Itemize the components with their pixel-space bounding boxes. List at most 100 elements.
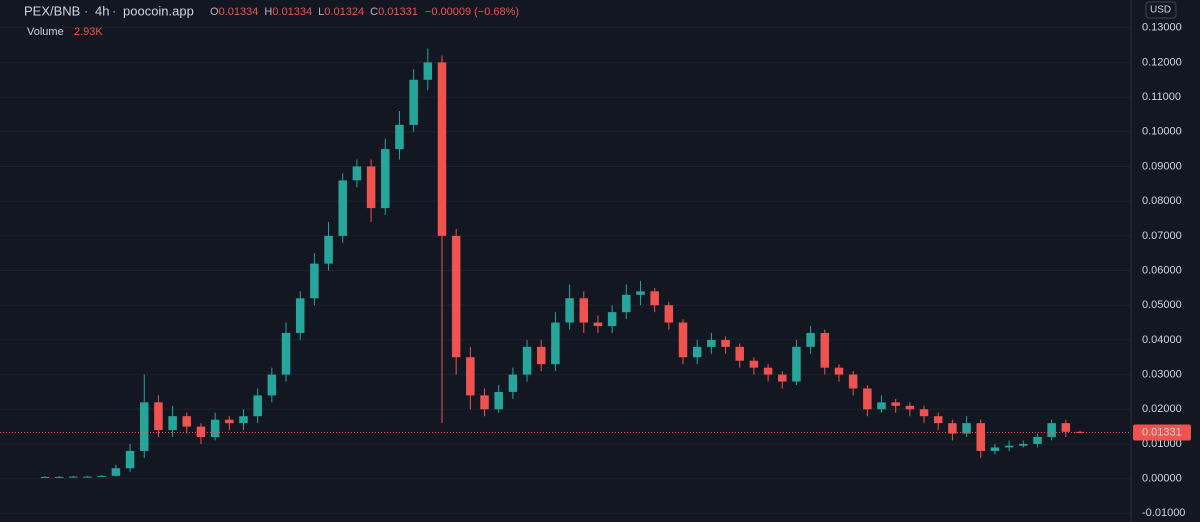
y-tick-label: 0.00000 bbox=[1142, 473, 1182, 485]
ohlc-label: L bbox=[318, 6, 324, 18]
candle-body bbox=[820, 332, 830, 368]
volume-label: Volume bbox=[27, 26, 64, 38]
candle-body bbox=[848, 374, 858, 389]
y-tick-label: 0.12000 bbox=[1142, 56, 1182, 68]
candle-body bbox=[409, 79, 418, 125]
candle-body bbox=[210, 419, 220, 438]
candle-body bbox=[607, 312, 617, 327]
candle-body bbox=[565, 298, 574, 323]
interval: 4h bbox=[95, 3, 109, 18]
candle-body bbox=[1019, 443, 1028, 446]
candle-body bbox=[749, 360, 759, 368]
currency[interactable]: USD bbox=[1150, 5, 1171, 16]
candle-body bbox=[933, 416, 943, 424]
candle-body bbox=[69, 476, 78, 478]
candle-body bbox=[522, 346, 532, 375]
candle-body bbox=[451, 235, 461, 358]
candle-body bbox=[636, 291, 645, 295]
candle-body bbox=[948, 423, 957, 434]
candle-body bbox=[338, 180, 347, 236]
candle-body bbox=[83, 476, 92, 478]
candle-body bbox=[281, 332, 291, 375]
candle-body bbox=[919, 409, 929, 417]
ohlc-label: H bbox=[264, 6, 272, 18]
candle-body bbox=[54, 476, 64, 478]
y-tick-label: 0.03000 bbox=[1142, 368, 1182, 380]
ohlc-label: C bbox=[370, 6, 378, 18]
candle-body bbox=[763, 367, 773, 375]
candle-body bbox=[168, 416, 177, 431]
y-tick-label: 0.09000 bbox=[1142, 160, 1182, 172]
candle-body bbox=[466, 357, 475, 396]
source: poocoin.app bbox=[123, 3, 194, 18]
candle-body bbox=[111, 468, 121, 476]
ohlc-label: O bbox=[210, 6, 219, 18]
candle-body bbox=[352, 166, 362, 181]
y-tick-label: 0.08000 bbox=[1142, 195, 1182, 207]
candle-body bbox=[253, 395, 262, 417]
candle-body bbox=[834, 367, 844, 375]
candle-body bbox=[579, 298, 589, 323]
candle-body bbox=[877, 402, 886, 410]
candle-body bbox=[792, 346, 801, 382]
candle-body bbox=[650, 291, 659, 306]
candle-body bbox=[778, 374, 787, 382]
ohlc-value: 0.01334 bbox=[272, 6, 312, 18]
y-tick-label: 0.04000 bbox=[1142, 334, 1182, 346]
candle-body bbox=[735, 346, 744, 361]
candle-body bbox=[990, 447, 1000, 451]
y-tick-label: 0.11000 bbox=[1142, 91, 1181, 103]
candle-body bbox=[508, 374, 518, 392]
candle-body bbox=[593, 322, 603, 327]
candle-body bbox=[239, 416, 248, 424]
y-tick-label: 0.02000 bbox=[1142, 403, 1182, 415]
candles bbox=[40, 48, 1085, 478]
candle-body bbox=[267, 374, 277, 396]
y-tick-label: 0.05000 bbox=[1142, 299, 1182, 311]
candle-body bbox=[182, 416, 192, 427]
sep: · bbox=[84, 3, 88, 18]
last-price-box bbox=[1133, 424, 1191, 441]
candle-body bbox=[664, 305, 674, 323]
ohlc-value: 0.01334 bbox=[219, 6, 259, 18]
change: −0.00009 (−0.68%) bbox=[425, 6, 519, 18]
y-tick-label: 0.06000 bbox=[1142, 264, 1182, 276]
candle-body bbox=[891, 402, 900, 406]
candle-body bbox=[154, 402, 163, 431]
candle-body bbox=[494, 391, 503, 410]
candle-body bbox=[1047, 423, 1056, 438]
candle-body bbox=[366, 166, 376, 209]
candle-body bbox=[551, 322, 560, 365]
candle-body bbox=[40, 476, 50, 478]
candle-body bbox=[806, 332, 815, 347]
candle-body bbox=[1004, 445, 1014, 448]
ohlc: O0.01334 H0.01334 L0.01324 C0.01331 −0.0… bbox=[210, 6, 519, 18]
candle-body bbox=[707, 339, 716, 347]
candle-body bbox=[381, 149, 390, 209]
last-price-label: 0.01331 bbox=[1142, 426, 1182, 438]
candle-body bbox=[97, 475, 106, 477]
candle-body bbox=[395, 124, 404, 150]
candle-body bbox=[423, 62, 433, 80]
candle-body bbox=[139, 402, 149, 451]
volume-value: 2.93K bbox=[74, 26, 103, 38]
candle-body bbox=[905, 405, 915, 410]
candle-body bbox=[310, 263, 319, 299]
ohlc-value: 0.01324 bbox=[324, 6, 364, 18]
candle-body bbox=[480, 395, 489, 410]
y-tick-label: 0.13000 bbox=[1142, 22, 1182, 34]
candle-body bbox=[536, 346, 546, 365]
candle-body bbox=[622, 294, 631, 313]
candle-body bbox=[1061, 423, 1071, 432]
candle-body bbox=[678, 322, 688, 358]
candle-body bbox=[324, 235, 333, 264]
currency-button[interactable] bbox=[1145, 1, 1177, 19]
candle-body bbox=[1033, 437, 1042, 444]
y-tick-label: 0.10000 bbox=[1142, 126, 1182, 138]
sep: · bbox=[112, 3, 116, 18]
y-tick-label: 0.07000 bbox=[1142, 230, 1182, 242]
candle-body bbox=[863, 388, 872, 410]
candle-body bbox=[225, 419, 234, 424]
y-tick-label: 0.01000 bbox=[1142, 438, 1182, 450]
